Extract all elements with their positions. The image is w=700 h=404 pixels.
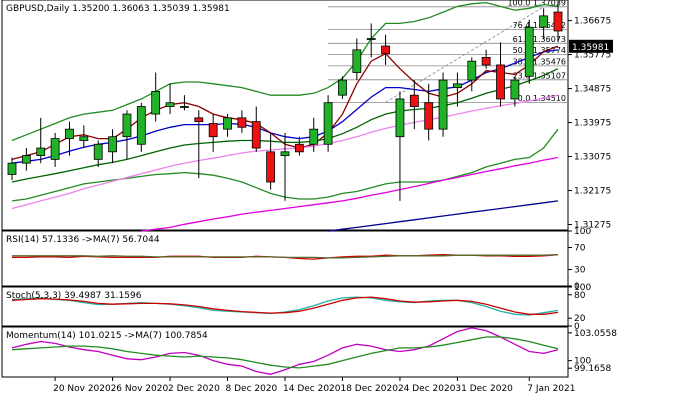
candle-body (524, 26, 534, 77)
stoch-line (11, 296, 559, 315)
candle-body (409, 94, 419, 107)
y-tick-label: 1.34875 (574, 85, 611, 95)
momentum-line (11, 327, 559, 375)
price-overlay-line (141, 156, 559, 232)
stoch-line (11, 296, 559, 316)
y-tick-label: 1.33075 (574, 153, 611, 163)
candle-body (467, 60, 477, 81)
y-tick-label: 103.0558 (574, 329, 617, 339)
candle-body (294, 143, 304, 153)
y-tick-label: 1.35775 (574, 51, 611, 61)
panel-frames (1, 0, 569, 378)
y-tick-label: 100 (574, 357, 591, 367)
candle-body (338, 79, 347, 96)
candle-body (395, 98, 405, 138)
candle-body (122, 113, 132, 138)
y-tick-label: 0 (574, 322, 580, 332)
candle-body (424, 102, 434, 130)
candle-body (65, 128, 74, 140)
fib-trend-line (385, 6, 544, 103)
candle-body (309, 128, 319, 145)
fib-level-label: 100.0 1.37039 (507, 0, 566, 7)
y-tick-label: 1.33975 (574, 119, 611, 129)
candle-body (93, 143, 103, 160)
candle-body (496, 64, 505, 100)
y-tick-label: 80 (574, 291, 586, 301)
y-tick-label: 30 (574, 266, 586, 276)
candle-body (223, 117, 232, 130)
x-tick-label: 14 Dec 2020 (283, 384, 341, 394)
x-tick-label: 18 Dec 2020 (340, 384, 398, 394)
candle-body (352, 49, 362, 73)
x-tick-label: 26 Nov 2020 (111, 384, 169, 394)
candle-body (366, 38, 376, 40)
price-panel-title: GBPUSD,Daily 1.35200 1.36063 1.35039 1.3… (6, 4, 230, 14)
price-overlay-line (11, 1, 559, 142)
candle-body (108, 136, 117, 153)
candle-body (266, 151, 276, 183)
candle-body (553, 11, 563, 32)
candle-body (539, 15, 549, 28)
candle-body (50, 138, 60, 160)
candlesticks (7, 0, 563, 201)
candle-body (79, 136, 89, 141)
y-tick-label: 1.31275 (574, 221, 611, 231)
candle-body (165, 102, 175, 107)
price-axes: 1.36675 1.35775 1.34875 1.33975 1.33075 1.321… (568, 17, 617, 374)
y-tick-label: 1.36675 (574, 17, 611, 27)
candle-body (323, 102, 333, 145)
x-tick-label: 20 Nov 2020 (53, 384, 111, 394)
stoch-panel-title: Stoch(5,3,3) 39.4987 31.1596 (6, 291, 142, 301)
x-tick-label: 24 Dec 2020 (398, 384, 456, 394)
x-tick-label: 7 Jan 2021 (527, 384, 575, 394)
x-tick-label: 8 Dec 2020 (226, 384, 278, 394)
fib-level-label: 23.6 1.35107 (513, 71, 566, 80)
candle-body (453, 83, 462, 89)
candle-body (7, 162, 17, 175)
candle-body (510, 79, 520, 100)
candle-body (36, 147, 46, 156)
candle-body (151, 90, 161, 115)
rsi-panel-title: RSI(14) 57.1336 ->MA(7) 56.7044 (6, 235, 160, 245)
x-tick-label: 31 Dec 2020 (455, 384, 513, 394)
panel-titles: GBPUSD,Daily 1.35200 1.36063 1.35039 1.3… (6, 4, 230, 341)
y-tick-label: 99.1658 (574, 364, 611, 374)
price-overlay-line (328, 200, 559, 232)
candle-body (180, 106, 189, 108)
last-price-box (569, 39, 613, 53)
momentum-line (11, 336, 559, 369)
candle-body (438, 79, 448, 130)
y-tick-label: 100 (574, 227, 591, 237)
y-tick-label: 20 (574, 314, 586, 324)
candle-body (136, 106, 146, 145)
fib-level-label: 50.0 1.35774 (513, 46, 566, 55)
candle-body (21, 155, 31, 164)
rsi-line (12, 254, 559, 259)
fib-level-label: 38.2 1.35476 (513, 57, 566, 66)
y-tick-label: 0 (574, 282, 580, 292)
candle-body (208, 123, 218, 138)
y-tick-label: 70 (574, 244, 586, 254)
candle-body (194, 117, 204, 123)
candle-body (381, 45, 390, 55)
candle-body (481, 57, 491, 66)
y-tick-label: 1.32175 (574, 187, 611, 197)
last-price-label: 1.35981 (572, 43, 609, 53)
candle-body (251, 121, 261, 149)
date-axis: 20 Nov 2020 26 Nov 2020 2 Dec 2020 8 Dec 20… (53, 377, 575, 394)
candle-body (237, 117, 247, 128)
candle-body (280, 151, 290, 156)
y-tick-label: 100 (574, 283, 591, 293)
x-tick-label: 2 Dec 2020 (168, 384, 220, 394)
momentum-panel-title: Momentum(14) 101.0215 ->MA(7) 100.7854 (6, 331, 208, 341)
fib-level-label: 61.8 1.36073 (513, 35, 566, 44)
